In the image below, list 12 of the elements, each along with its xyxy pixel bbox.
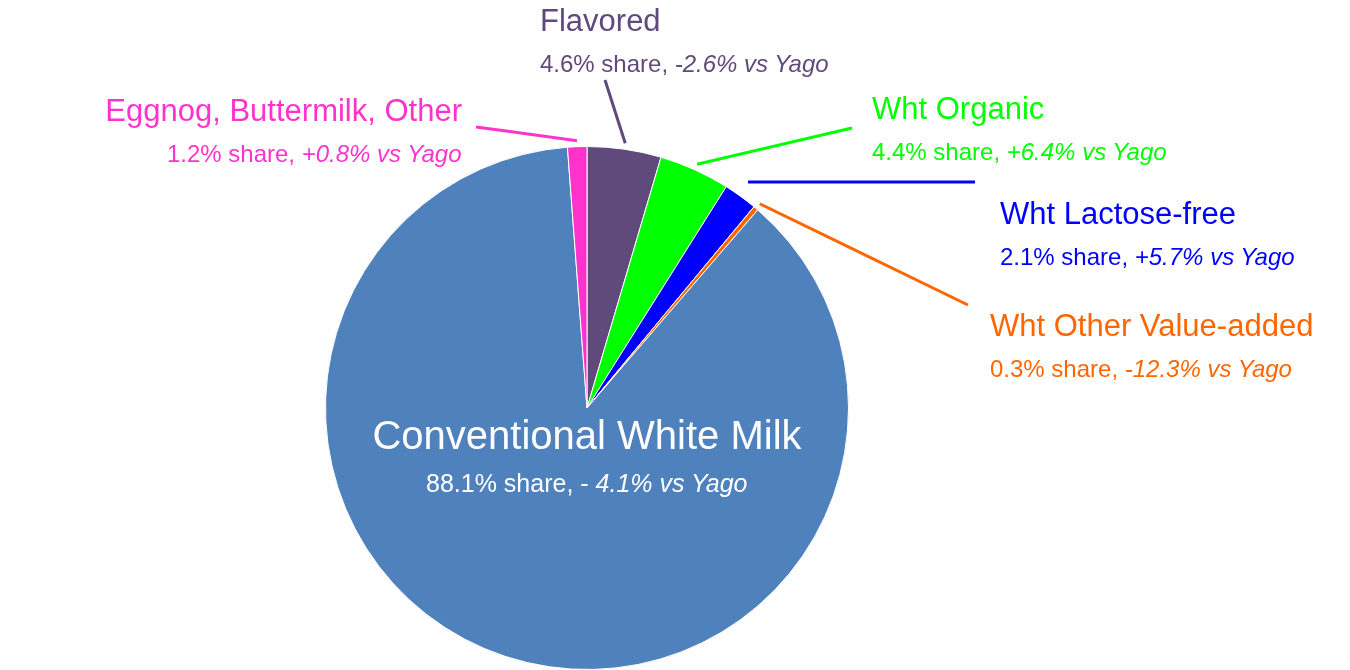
data-label: 2.1% share, +5.7% vs Yago — [1000, 242, 1295, 270]
data-label: 0.3% share, -12.3% vs Yago — [990, 354, 1292, 382]
slice-label: Wht Lactose-free — [1000, 195, 1237, 231]
data-label: 4.4% share, +6.4% vs Yago — [872, 137, 1167, 165]
slice-label: Wht Organic — [872, 90, 1045, 126]
slice-label: Wht Other Value-added — [990, 307, 1314, 343]
slice-label: Eggnog, Buttermilk, Other — [105, 92, 462, 128]
slice-label: Flavored — [540, 2, 661, 38]
data-label: 88.1% share, - 4.1% vs Yago — [426, 468, 748, 497]
data-label: 1.2% share, +0.8% vs Yago — [166, 139, 462, 167]
data-label: 4.6% share, -2.6% vs Yago — [540, 49, 829, 77]
slice-label: Conventional White Milk — [372, 413, 803, 458]
